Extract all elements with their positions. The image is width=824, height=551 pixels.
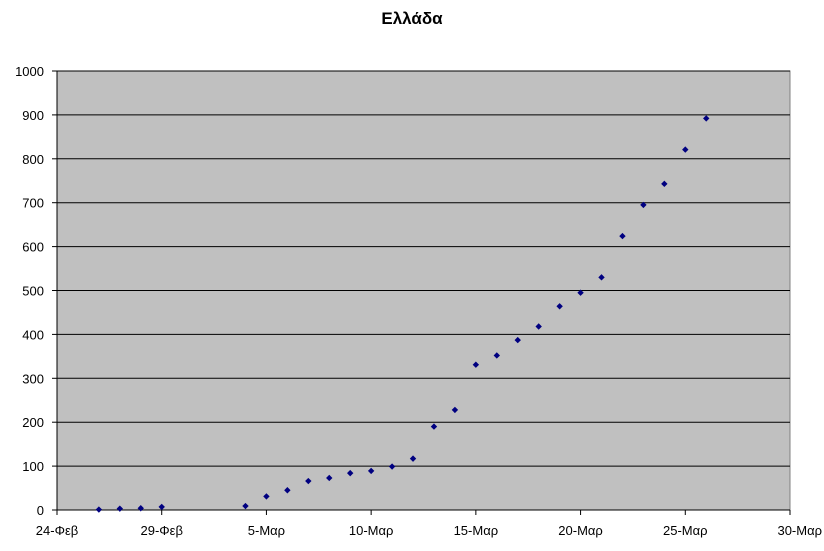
- data-point: [326, 474, 333, 482]
- data-point: [347, 469, 354, 477]
- data-point: [95, 506, 103, 513]
- data-point: [472, 361, 480, 368]
- chart-title: Ελλάδα: [381, 9, 443, 28]
- data-point: [577, 289, 584, 296]
- x-tick-label: 20-Μαρ: [558, 523, 603, 538]
- data-point: [388, 463, 396, 470]
- data-point: [619, 232, 626, 240]
- data-point: [242, 502, 249, 510]
- y-tick-label: 600: [22, 240, 44, 255]
- y-tick-label: 900: [22, 108, 44, 123]
- data-point: [305, 477, 312, 485]
- y-tick-label: 800: [22, 152, 44, 167]
- data-point: [137, 505, 144, 512]
- data-point: [116, 505, 124, 512]
- data-point: [682, 146, 689, 153]
- y-axis: 0 100 200 300 400 500 600 700 800 900 1000: [15, 64, 58, 518]
- data-point: [661, 180, 668, 188]
- data-point: [430, 423, 438, 430]
- data-point: [367, 467, 375, 475]
- x-tick-label: 5-Μαρ: [248, 523, 285, 538]
- data-point: [556, 303, 563, 310]
- data-point: [263, 493, 270, 500]
- x-tick-label: 24-Φεβ: [36, 523, 78, 538]
- y-tick-label: 500: [22, 284, 44, 299]
- y-tick-label: 1000: [15, 64, 44, 79]
- data-point: [703, 115, 710, 122]
- y-tick-label: 300: [22, 371, 44, 386]
- y-tick-label: 700: [22, 196, 44, 211]
- y-tick-label: 200: [22, 415, 44, 430]
- data-point: [409, 455, 417, 462]
- data-point: [451, 406, 459, 414]
- x-axis: 24-Φεβ 29-Φεβ 5-Μαρ 10-Μαρ 15-Μαρ 20-Μαρ 25-Μα…: [36, 509, 822, 538]
- data-point: [493, 352, 500, 359]
- x-tick-label: 25-Μαρ: [663, 523, 708, 538]
- data-points: [95, 115, 710, 513]
- data-point: [158, 503, 165, 511]
- data-point: [535, 323, 542, 330]
- data-point: [640, 201, 647, 209]
- y-tick-label: 400: [22, 327, 44, 342]
- x-tick-label: 29-Φεβ: [140, 523, 182, 538]
- x-tick-label: 30-Μαρ: [777, 523, 822, 538]
- x-tick-label: 10-Μαρ: [349, 523, 394, 538]
- y-tick-label: 100: [22, 459, 44, 474]
- gridlines: [57, 70, 790, 467]
- data-point: [284, 487, 291, 494]
- data-point: [598, 274, 605, 281]
- data-point: [514, 336, 521, 344]
- y-tick-label: 0: [37, 503, 44, 518]
- x-tick-label: 15-Μαρ: [454, 523, 499, 538]
